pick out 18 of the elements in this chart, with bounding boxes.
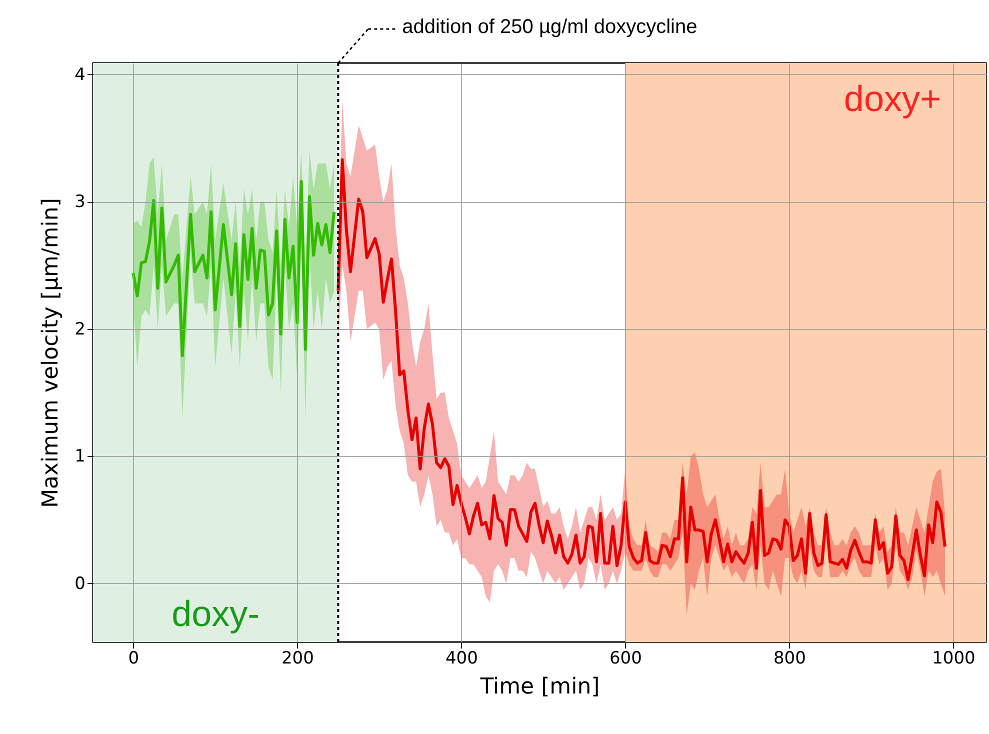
x-tick-label: 0 — [128, 648, 140, 668]
x-tick-label: 200 — [281, 648, 314, 668]
y-tick-label: 3 — [74, 192, 86, 212]
band-label: doxy+ — [844, 78, 941, 119]
x-axis-title: Time [min] — [479, 674, 600, 700]
y-tick-label: 2 — [74, 319, 86, 340]
x-tick-label: 600 — [609, 648, 642, 668]
y-axis-title: Maximum velocity [µm/min] — [38, 198, 64, 508]
y-tick-label: 1 — [74, 446, 86, 467]
x-tick-label: 400 — [445, 648, 478, 668]
y-tick-label: 4 — [74, 64, 86, 85]
x-tick-label: 1000 — [932, 648, 976, 668]
legend-label: addition of 250 µg/ml doxycycline — [402, 16, 698, 38]
line-series — [132, 180, 336, 358]
y-tick-label: 0 — [74, 574, 86, 594]
x-tick-label: 800 — [773, 648, 806, 668]
band-label: doxy- — [172, 593, 260, 634]
line-series — [336, 158, 946, 582]
